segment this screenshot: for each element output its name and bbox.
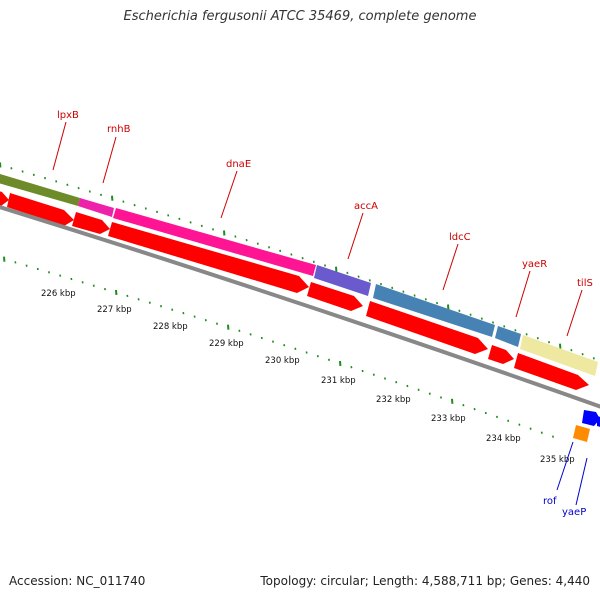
gene-block-rof[interactable] xyxy=(573,425,590,442)
kbp-label: 226 kbp xyxy=(41,289,76,299)
cds-arrow[interactable] xyxy=(108,222,309,293)
gene-block-tilS[interactable] xyxy=(520,335,598,376)
cds-arrows xyxy=(0,188,589,390)
gene-block-yaeR[interactable] xyxy=(495,326,521,347)
gene-label-accA: accA xyxy=(354,201,378,212)
leader-line-ldcC xyxy=(442,243,459,291)
gene-label-lpxB: lpxB xyxy=(57,110,79,121)
genome-backbone xyxy=(0,205,600,409)
outer-tick-track xyxy=(0,162,595,360)
leader-line-lpxB xyxy=(52,121,67,171)
leader-line-accA xyxy=(347,212,364,260)
leader-line-rof xyxy=(556,441,574,491)
cds-arrow[interactable] xyxy=(72,212,110,234)
scale-labels: 226 kbp 227 kbp 228 kbp 229 kbp 230 kbp … xyxy=(41,289,575,465)
gene-label-yaeP: yaeP xyxy=(562,507,586,518)
kbp-label: 227 kbp xyxy=(97,305,132,315)
cds-arrow[interactable] xyxy=(0,188,9,206)
gene-block-lpxB[interactable] xyxy=(0,171,80,206)
gene-block-rnhB[interactable] xyxy=(78,198,114,217)
genome-summary-text: Topology: circular; Length: 4,588,711 bp… xyxy=(260,574,590,588)
gene-label-tilS: tilS xyxy=(577,278,593,289)
kbp-label: 230 kbp xyxy=(265,356,300,366)
gene-block-yaeP[interactable] xyxy=(582,410,600,426)
kbp-label: 229 kbp xyxy=(209,339,244,349)
cds-arrow[interactable] xyxy=(514,353,589,390)
kbp-label: 231 kbp xyxy=(321,376,356,386)
gene-label-rof: rof xyxy=(543,496,557,507)
cds-arrow[interactable] xyxy=(307,282,363,311)
accession-text: Accession: NC_011740 xyxy=(9,574,146,588)
kbp-label: 234 kbp xyxy=(486,434,521,444)
kbp-label: 233 kbp xyxy=(431,414,466,424)
cds-arrow[interactable] xyxy=(366,301,488,354)
gene-block-ldcC[interactable] xyxy=(373,284,495,337)
gene-labels-bottom: rof yaeP xyxy=(543,441,588,518)
inner-tick-track xyxy=(3,256,554,438)
gene-label-ldcC: ldcC xyxy=(449,232,471,243)
leader-line-dnaE xyxy=(220,170,238,219)
leader-line-yaeP xyxy=(575,457,588,506)
gene-blocks xyxy=(0,171,598,376)
gene-labels-top: lpxB rnhB dnaE accA ldcC yaeR tilS xyxy=(52,110,593,337)
leader-line-tilS xyxy=(566,289,583,337)
gene-label-dnaE: dnaE xyxy=(226,159,251,170)
gene-block-yaeP-2[interactable] xyxy=(597,416,600,428)
leader-line-yaeR xyxy=(515,270,531,318)
kbp-label: 228 kbp xyxy=(153,322,188,332)
gene-block-dnaE[interactable] xyxy=(113,208,316,276)
kbp-label: 232 kbp xyxy=(376,395,411,405)
cds-arrow[interactable] xyxy=(7,193,74,226)
bottom-strand-genes xyxy=(573,410,600,442)
kbp-label: 235 kbp xyxy=(540,455,575,465)
gene-label-rnhB: rnhB xyxy=(107,124,131,135)
leader-line-rnhB xyxy=(102,136,117,184)
gene-block-accA[interactable] xyxy=(314,265,371,296)
gene-label-yaeR: yaeR xyxy=(522,259,547,270)
cds-arrow[interactable] xyxy=(488,345,514,364)
map-title: Escherichia fergusonii ATCC 35469, compl… xyxy=(123,9,477,24)
